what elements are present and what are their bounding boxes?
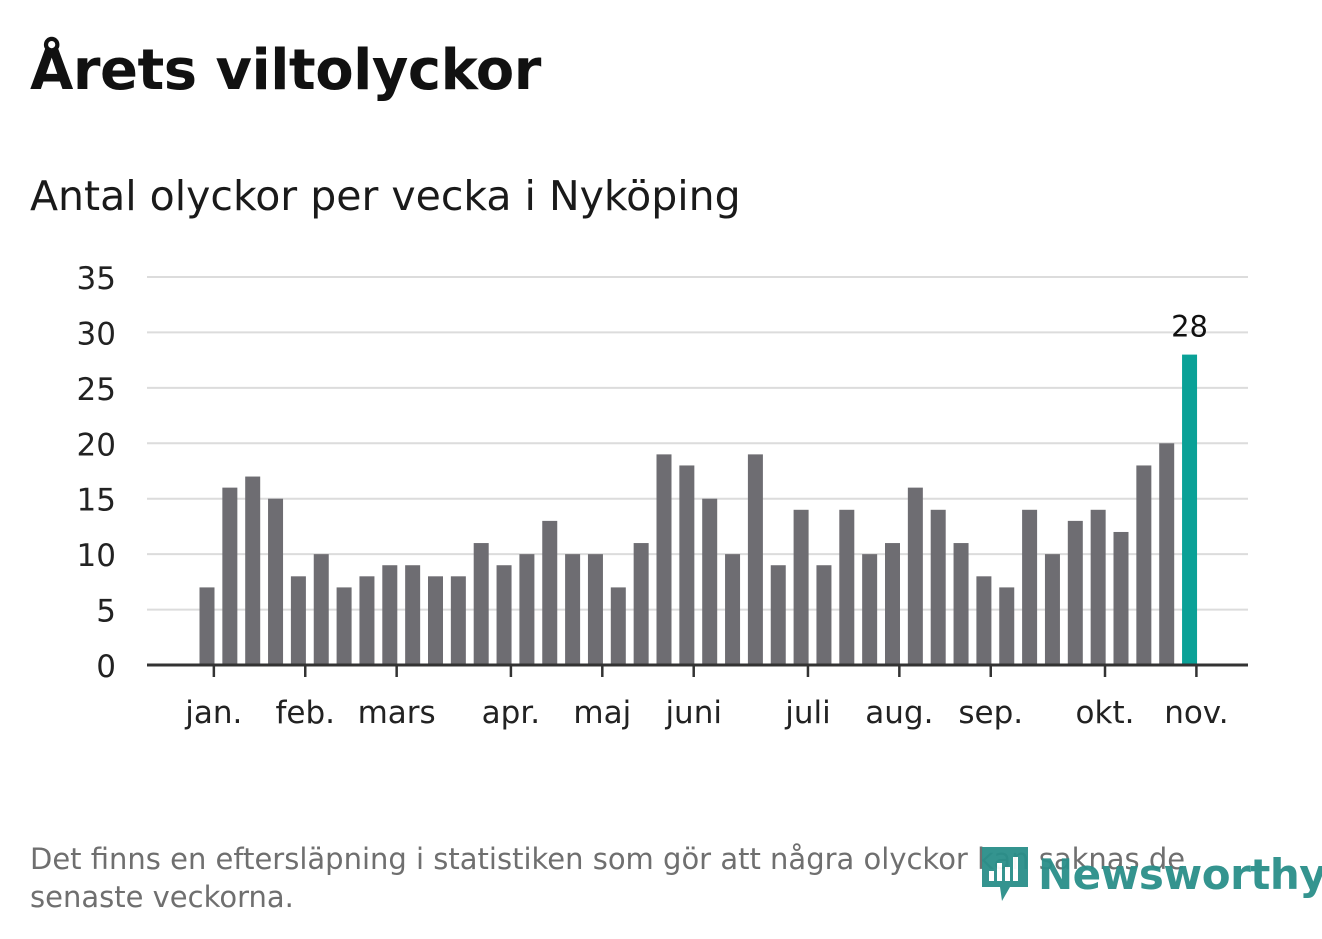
- bar: [839, 509, 855, 665]
- bar: [679, 465, 695, 665]
- bar: [610, 587, 626, 665]
- bar: [565, 554, 581, 665]
- x-tick-label: mars: [358, 695, 436, 731]
- bar: [587, 554, 603, 665]
- y-tick-label: 20: [77, 427, 116, 463]
- bar: [976, 576, 992, 665]
- bar: [268, 498, 284, 665]
- bar: [885, 543, 900, 665]
- x-tick-label: aug.: [865, 695, 933, 731]
- bar: [1136, 465, 1152, 665]
- y-tick-label: 10: [77, 538, 116, 574]
- x-tick-label: nov.: [1164, 695, 1228, 731]
- bar: [473, 543, 489, 665]
- bar-highlight: [1182, 354, 1198, 665]
- x-tick-label: okt.: [1076, 695, 1135, 731]
- newsworthy-logo-icon: [982, 847, 1028, 901]
- bar: [656, 454, 672, 665]
- y-tick-label: 15: [77, 483, 116, 519]
- bar: [428, 576, 443, 665]
- y-tick-label: 25: [77, 372, 116, 408]
- x-tick-label: sep.: [958, 695, 1023, 731]
- x-axis: jan. feb. mars apr. maj juni juli aug. sep. okt. n…: [147, 663, 1248, 731]
- bar: [1067, 520, 1083, 665]
- bar-chart: 0 5 10 15 20 25 30 35 28 jan. feb. mars apr. maj jun…: [77, 261, 1248, 731]
- y-tick-label: 0: [96, 649, 116, 685]
- bar: [930, 509, 946, 665]
- x-tick-label: juni: [664, 695, 722, 731]
- bar: [496, 565, 512, 665]
- bar: [222, 487, 238, 665]
- bar: [1022, 509, 1038, 665]
- x-tick-label: feb.: [275, 695, 335, 731]
- bar: [245, 476, 261, 665]
- bar: [542, 520, 558, 665]
- x-tick-label: jan.: [184, 695, 242, 731]
- bar: [702, 498, 718, 665]
- bar: [359, 576, 375, 665]
- bar: [1090, 509, 1106, 665]
- bar: [336, 587, 352, 665]
- bar: [1159, 443, 1175, 665]
- bar: [793, 509, 809, 665]
- chart-title: Årets viltolyckor: [30, 38, 541, 103]
- y-axis-ticks: 0 5 10 15 20 25 30 35: [77, 261, 116, 685]
- x-tick-label: apr.: [482, 695, 540, 731]
- gridlines: [147, 276, 1248, 611]
- bar: [519, 554, 535, 665]
- bar: [1113, 531, 1129, 665]
- bar: [199, 587, 215, 665]
- y-tick-label: 30: [77, 316, 116, 352]
- bar: [382, 565, 398, 665]
- x-tick-label: juli: [784, 695, 831, 731]
- x-tick-label: maj: [573, 695, 631, 731]
- bar: [290, 576, 306, 665]
- bar: [450, 576, 466, 665]
- bar: [725, 554, 741, 665]
- bar: [816, 565, 832, 665]
- bar: [1044, 554, 1060, 665]
- bar: [907, 487, 923, 665]
- chart-subtitle: Antal olyckor per vecka i Nyköping: [30, 172, 741, 220]
- bar: [862, 554, 878, 665]
- y-tick-label: 5: [96, 594, 116, 630]
- bar: [313, 554, 329, 665]
- bar: [770, 565, 786, 665]
- bar: [747, 454, 763, 665]
- bar-value-label: 28: [1171, 310, 1208, 344]
- bar: [999, 587, 1015, 665]
- newsworthy-logo: Newsworthy: [980, 845, 1322, 903]
- bar: [953, 543, 969, 665]
- bars: 28: [199, 310, 1208, 665]
- logo-text: Newsworthy: [1038, 849, 1322, 899]
- bar: [405, 565, 421, 665]
- bar: [633, 543, 649, 665]
- y-tick-label: 35: [77, 261, 116, 297]
